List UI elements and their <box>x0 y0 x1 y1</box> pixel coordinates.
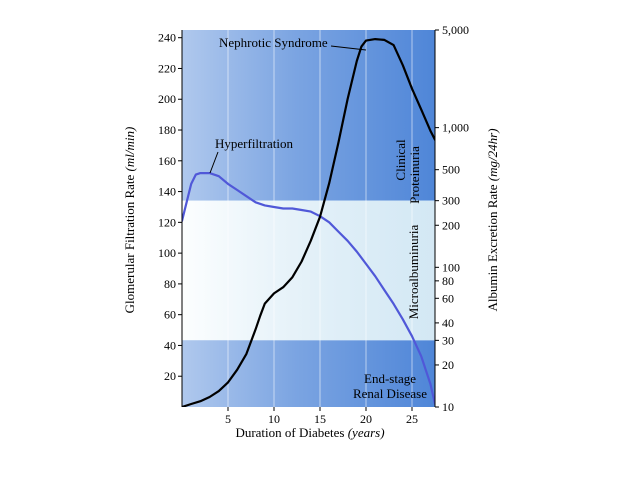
series-0-line <box>182 172 435 405</box>
left-tick-label-1: 40 <box>164 338 176 352</box>
left-tick-label-6: 140 <box>158 185 176 199</box>
left-tick-label-8: 180 <box>158 123 176 137</box>
band-label-clinical-line2: Proteinuria <box>407 146 422 204</box>
left-tick-label-9: 200 <box>158 92 176 106</box>
right-tick-label-1: 20 <box>442 358 454 372</box>
annotation-nephrotic-leader <box>330 45 367 51</box>
right-axis-title: Albumin Excretion Rate (mg/24hr) <box>485 128 500 311</box>
left-tick-label-4: 100 <box>158 246 176 260</box>
right-tick-label-3: 40 <box>442 316 454 330</box>
annotation-end-stage-line2: Renal Disease <box>353 386 427 401</box>
right-tick-label-4: 60 <box>442 291 454 305</box>
x-tick-label-3: 20 <box>360 412 372 426</box>
x-tick-label-0: 5 <box>225 412 231 426</box>
axes <box>178 29 439 411</box>
band-label-microalbuminuria: Microalbuminuria <box>406 224 421 319</box>
annotation-hyperfiltration-leader <box>209 151 219 174</box>
band-shade-2 <box>182 340 435 407</box>
x-tick-label-1: 10 <box>268 412 280 426</box>
left-tick-label-11: 240 <box>158 31 176 45</box>
background-bands <box>182 30 435 407</box>
left-tick-label-5: 120 <box>158 215 176 229</box>
right-tick-label-5: 80 <box>442 274 454 288</box>
x-axis-title: Duration of Diabetes (years) <box>235 425 384 440</box>
left-tick-label-2: 60 <box>164 308 176 322</box>
right-tick-label-9: 500 <box>442 163 460 177</box>
left-axis-title: Glomerular Filtration Rate (ml/min) <box>122 127 137 314</box>
left-tick-label-7: 160 <box>158 154 176 168</box>
left-tick-labels: 20 40 60 80 100 120 140 160 180 200 220 240 <box>158 31 176 384</box>
right-tick-label-0: 10 <box>442 400 454 414</box>
series-1-line <box>182 38 435 407</box>
right-tick-label-7: 200 <box>442 218 460 232</box>
left-tick-label-10: 220 <box>158 61 176 75</box>
right-tick-label-2: 30 <box>442 333 454 347</box>
x-tick-labels: 5 10 15 20 25 <box>225 412 418 426</box>
band-shade-1 <box>182 200 435 341</box>
left-tick-label-3: 80 <box>164 277 176 291</box>
series-lines <box>182 38 435 407</box>
left-tick-label-0: 20 <box>164 369 176 383</box>
x-tick-label-2: 15 <box>314 412 326 426</box>
right-tick-label-11: 5,000 <box>442 23 469 37</box>
right-tick-label-8: 300 <box>442 194 460 208</box>
annotation-end-stage-line1: End-stage <box>364 371 416 386</box>
band-shade-0 <box>182 30 435 201</box>
x-tick-label-4: 25 <box>406 412 418 426</box>
annotation-nephrotic-syndrome: Nephrotic Syndrome <box>219 35 328 50</box>
right-tick-label-10: 1,000 <box>442 121 469 135</box>
band-label-clinical-line1: Clinical <box>393 139 408 181</box>
annotation-hyperfiltration: Hyperfiltration <box>215 136 293 151</box>
right-tick-label-6: 100 <box>442 260 460 274</box>
